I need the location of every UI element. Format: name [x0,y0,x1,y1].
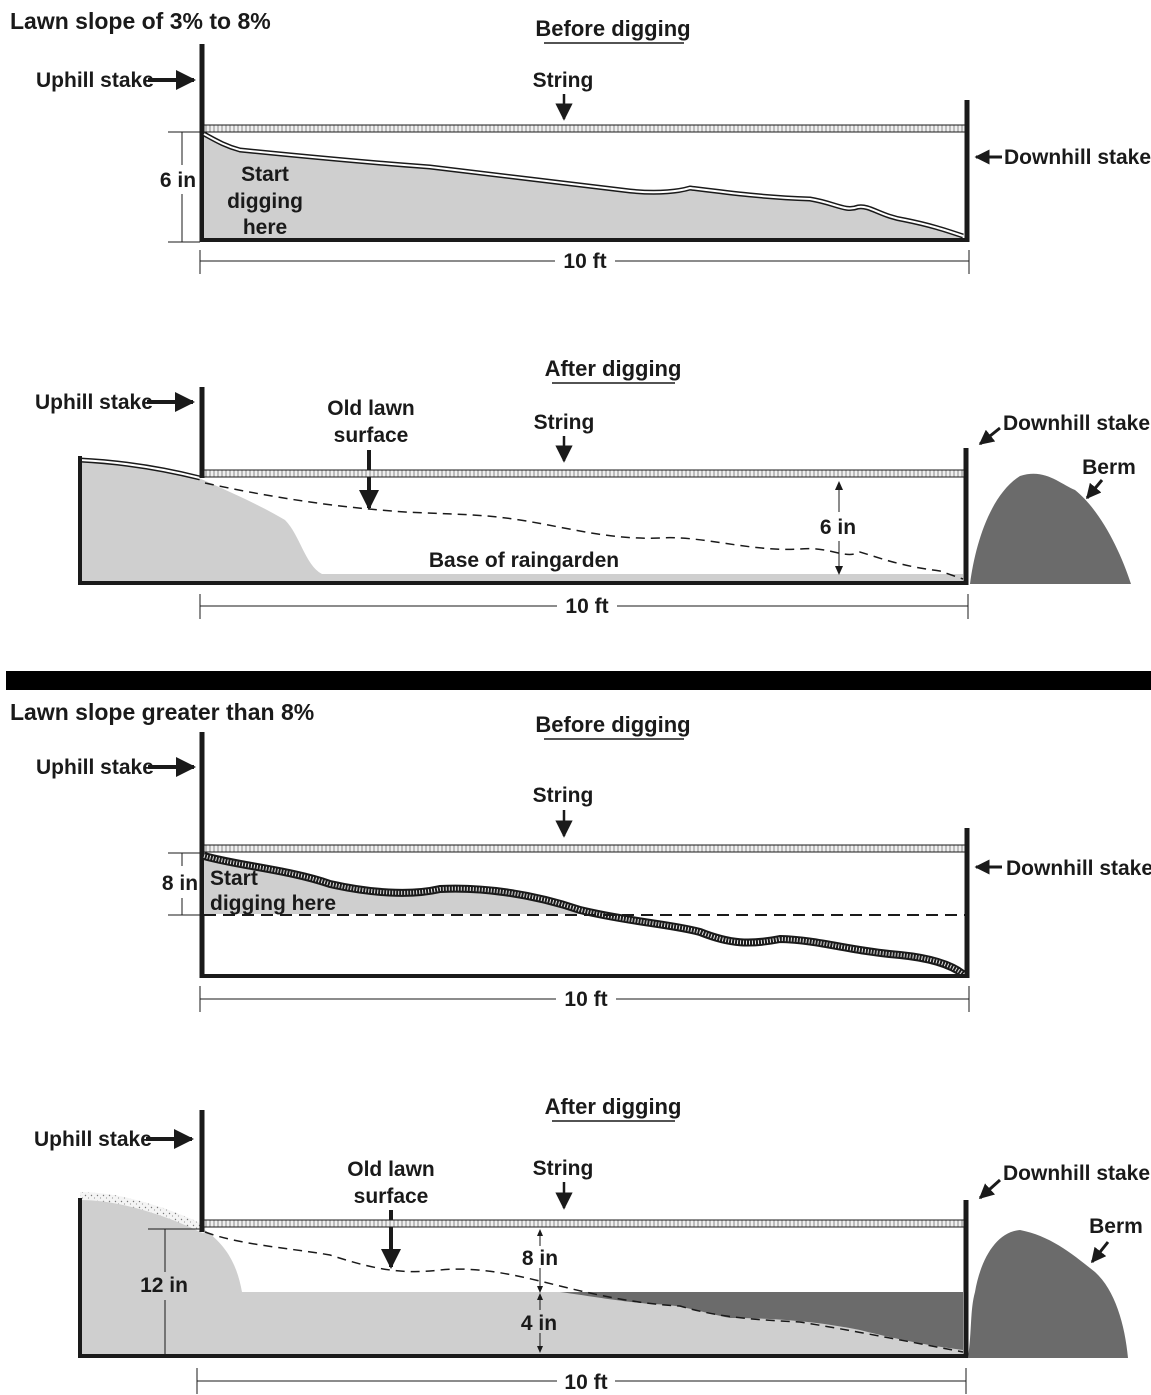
berm [970,473,1131,584]
panel-steep-after: After digging Uphill stake Old lawn surf… [34,1094,1150,1394]
width-label: 10 ft [564,1371,607,1394]
width-label: 10 ft [563,250,606,273]
panel-heading: After digging [545,1094,682,1119]
width-label: 10 ft [564,988,607,1011]
old-lawn-surface-line [204,482,964,580]
section-divider [6,671,1151,690]
string-line [203,1219,965,1228]
uphill-stake-label: Uphill stake [36,756,154,779]
section-title-mild-slope: Lawn slope of 3% to 8% [10,8,271,34]
string-label: String [533,784,594,807]
downhill-stake-label: Downhill stake [1004,146,1151,169]
berm-label: Berm [1089,1215,1143,1238]
old-lawn-label-line2: surface [354,1185,429,1208]
width-label: 10 ft [565,595,608,618]
panel-mild-before: Before digging Uphill stake String Downh… [36,16,1151,274]
panel-heading: Before digging [535,712,690,737]
ponding-area [560,1292,963,1350]
depth-label: 6 in [820,516,856,539]
berm-label: Berm [1082,456,1136,479]
panel-heading: After digging [545,356,682,381]
uphill-stake-label: Uphill stake [36,69,154,92]
downhill-stake-label: Downhill stake [1003,1162,1150,1185]
lower-depth-label: 4 in [521,1312,557,1335]
upper-depth-label: 8 in [522,1247,558,1270]
uphill-stake-label: Uphill stake [34,1128,152,1151]
string-label: String [533,69,594,92]
arrow-diagonal-icon [978,1178,1002,1200]
panel-mild-after: After digging Uphill stake Old lawn surf… [35,356,1150,619]
remaining-soil [80,458,963,583]
panel-heading: Before digging [535,16,690,41]
old-lawn-label-line1: Old lawn [327,397,415,420]
cut-depth-label: 12 in [140,1274,188,1297]
start-digging-line1: Start [241,163,289,186]
string-label: String [534,411,595,434]
old-lawn-label-line2: surface [334,424,409,447]
old-lawn-surface-line [204,1231,964,1353]
panel-steep-before: Before digging Uphill stake String Downh… [36,712,1151,1012]
depth-label: 6 in [160,169,196,192]
string-line [203,124,967,133]
base-label: Base of raingarden [429,549,619,572]
downhill-stake-label: Downhill stake [1003,412,1150,435]
uphill-stake-label: Uphill stake [35,391,153,414]
start-digging-line2: digging [227,190,303,213]
depth-label: 8 in [162,872,198,895]
berm [968,1230,1128,1358]
lawn-surface-line [202,852,966,978]
string-line [203,469,965,478]
soil-above-dig-line [204,856,580,914]
section-title-steep-slope: Lawn slope greater than 8% [10,699,314,725]
start-digging-line2: digging here [210,892,336,915]
arrow-diagonal-icon [1085,479,1104,500]
start-digging-line1: Start [210,867,258,890]
old-lawn-label-line1: Old lawn [347,1158,435,1181]
string-label: String [533,1157,594,1180]
string-line [203,844,967,853]
downhill-stake-label: Downhill stake [1006,857,1151,880]
arrow-diagonal-icon [1090,1241,1110,1264]
arrow-diagonal-icon [978,426,1001,446]
start-digging-line3: here [243,216,287,239]
